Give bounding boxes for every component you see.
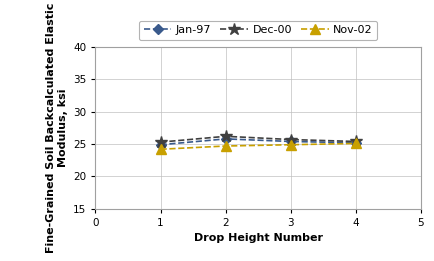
Nov-02 [223,144,228,147]
Line: Nov-02: Nov-02 [156,139,361,154]
Nov-02 [288,143,293,146]
Jan-97 [158,143,163,146]
Jan-97 [288,140,293,143]
X-axis label: Drop Height Number: Drop Height Number [194,233,323,244]
Legend: Jan-97, Dec-00, Nov-02: Jan-97, Dec-00, Nov-02 [139,21,377,40]
Line: Jan-97: Jan-97 [157,135,359,148]
Nov-02 [353,142,358,145]
Dec-00 [353,140,358,143]
Dec-00 [158,141,163,144]
Line: Dec-00: Dec-00 [155,130,362,149]
Nov-02 [158,148,163,151]
Y-axis label: Fine-Grained Soil Backcalculated Elastic
Modulus, ksi: Fine-Grained Soil Backcalculated Elastic… [46,3,68,253]
Jan-97 [223,137,228,140]
Dec-00 [223,135,228,138]
Dec-00 [288,138,293,141]
Jan-97 [353,141,358,144]
